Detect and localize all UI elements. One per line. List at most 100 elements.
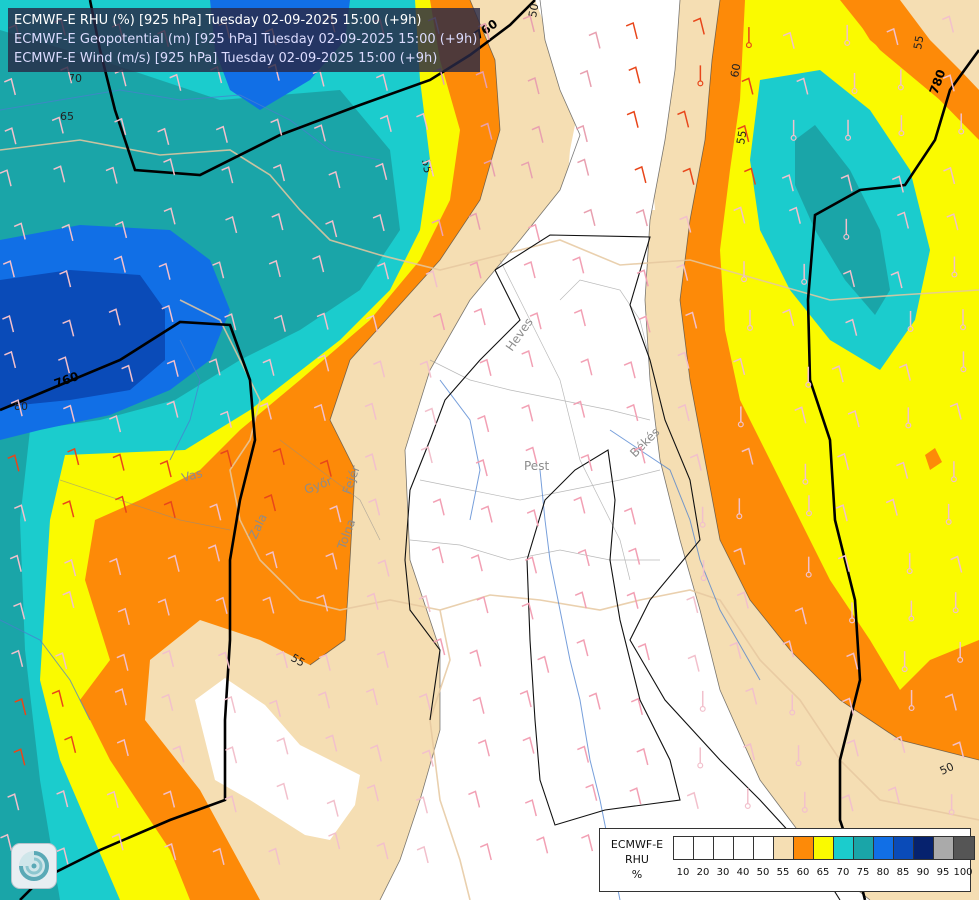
wind-barb	[121, 364, 134, 382]
wind-barb	[366, 784, 379, 802]
wind-barb	[2, 260, 15, 278]
wind-barb	[782, 31, 795, 49]
wind-barb	[537, 655, 550, 673]
regional-borders	[59, 259, 661, 581]
wind-barb	[4, 77, 17, 96]
wind-barb	[741, 447, 754, 465]
wind-barb	[0, 833, 13, 852]
wind-barb	[840, 174, 853, 192]
wind-barb	[942, 74, 955, 92]
wind-barb	[733, 357, 746, 375]
wind-barb	[268, 259, 281, 278]
rhu-island-east	[925, 448, 942, 470]
legend-tick: 30	[716, 867, 730, 878]
legend-tick: 75	[856, 867, 870, 878]
rhu-contour-label: 50	[526, 2, 541, 18]
wind-barb	[629, 787, 642, 805]
wind-barb	[106, 790, 119, 808]
wind-barb	[572, 256, 585, 274]
wind-barb	[9, 554, 22, 572]
wind-barb	[325, 552, 338, 570]
wind-barb	[264, 494, 277, 512]
header-rhu-title: ECMWF-E RHU (%) [925 hPa] Tuesday 02-09-…	[14, 13, 422, 28]
wind-barb	[218, 651, 231, 669]
legend-swatch	[894, 837, 914, 859]
wind-barb	[319, 459, 332, 477]
wind-barb	[415, 796, 429, 814]
legend-swatch	[914, 837, 934, 859]
wind-barb	[946, 213, 959, 231]
wind-barb	[4, 127, 17, 145]
wind-barb	[528, 223, 541, 242]
rhu-contour-label: 55	[289, 651, 308, 669]
wind-barb	[273, 314, 286, 332]
wind-barb	[61, 223, 74, 242]
wind-barb	[212, 261, 225, 279]
wind-barb	[477, 739, 490, 757]
wind-barb	[692, 17, 705, 35]
wind-barb	[422, 159, 435, 177]
legend-color-scale	[673, 836, 975, 860]
region-label: Vas	[180, 466, 204, 485]
legend-swatch	[714, 837, 734, 859]
rhu-contour-label: 50	[938, 760, 956, 778]
wind-barb	[63, 404, 76, 422]
wind-barb	[841, 794, 854, 812]
wind-barb	[157, 598, 170, 616]
legend-swatch	[754, 837, 774, 859]
wind-barb	[520, 161, 533, 179]
wind-barb	[846, 652, 859, 670]
wind-barb	[575, 124, 588, 143]
wind-barb	[379, 114, 392, 132]
wind-barb	[14, 504, 27, 522]
legend-swatch	[774, 837, 794, 859]
wind-barb	[325, 220, 338, 238]
wind-barb	[897, 211, 910, 229]
wind-barb	[161, 693, 174, 711]
wind-barb	[219, 410, 232, 428]
wind-barb	[158, 262, 171, 280]
wind-barb	[473, 308, 486, 326]
wind-barb	[325, 734, 338, 752]
wind-barb	[788, 206, 801, 224]
legend-title-model: ECMWF-E	[610, 838, 664, 851]
wind-barb	[522, 14, 535, 33]
wind-barb	[62, 319, 75, 337]
wind-barb	[265, 551, 278, 569]
wind-barb	[737, 124, 750, 143]
wind-barb	[59, 270, 72, 288]
wind-barb	[108, 308, 121, 326]
wind-barb	[630, 697, 643, 716]
wind-barb	[365, 688, 378, 706]
wind-barb	[521, 404, 534, 422]
wind-barb	[677, 403, 690, 422]
wind-barb	[523, 260, 536, 279]
rhu-band-85-west	[0, 270, 165, 410]
wind-barb	[636, 747, 649, 766]
wind-barb	[536, 836, 549, 854]
wind-barb	[469, 261, 482, 279]
wind-barb	[626, 591, 639, 609]
legend-swatch	[794, 837, 814, 859]
wind-barb	[7, 454, 20, 472]
wind-barb	[271, 213, 284, 231]
wind-barb	[166, 400, 179, 418]
wind-barb	[677, 351, 690, 369]
wind-barb	[781, 174, 794, 192]
wind-barb	[13, 748, 26, 766]
wind-barb	[416, 112, 429, 130]
wind-barb	[837, 452, 850, 471]
wind-barb	[376, 842, 389, 860]
wind-barb	[167, 554, 180, 572]
wind-barb	[588, 31, 601, 49]
wind-barb	[369, 744, 382, 762]
wind-barb	[164, 843, 177, 861]
wind-barb	[115, 495, 128, 513]
wind-barb	[268, 847, 281, 865]
rhu-contour-label: 55	[734, 129, 749, 145]
wind-barb	[115, 220, 128, 239]
wind-barb	[687, 654, 700, 672]
rhu-contour-label: 60	[728, 62, 743, 78]
